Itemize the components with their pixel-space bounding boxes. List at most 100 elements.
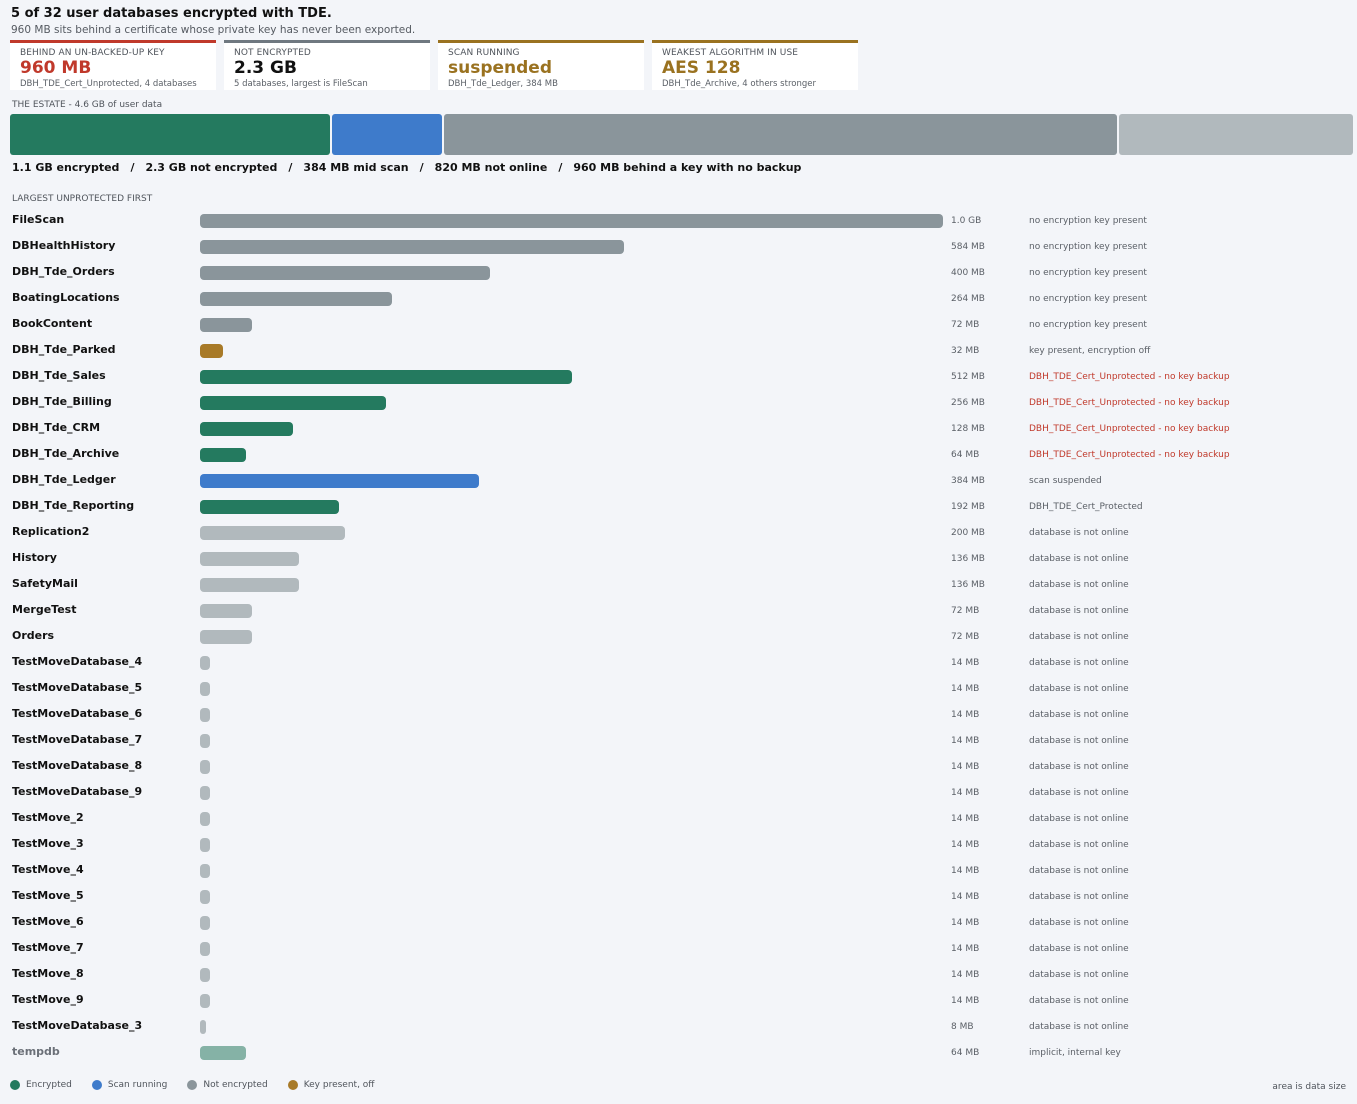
database-size: 14 MB	[951, 710, 980, 720]
database-name: DBH_Tde_CRM	[12, 421, 101, 434]
database-row: MergeTest 72 MB database is not online	[0, 598, 1357, 624]
summary-separator: /	[558, 161, 563, 174]
database-name: DBH_Tde_Reporting	[12, 499, 135, 512]
database-size-bar	[200, 240, 624, 254]
database-note: database is not online	[1029, 658, 1129, 668]
estate-segment-not-online	[1118, 114, 1353, 155]
database-size: 14 MB	[951, 944, 980, 954]
database-size-bar	[200, 448, 247, 462]
database-size: 400 MB	[951, 268, 985, 278]
database-size: 1.0 GB	[951, 216, 982, 226]
legend-label: Scan running	[107, 1080, 168, 1090]
database-size: 264 MB	[951, 294, 985, 304]
database-name: BoatingLocations	[12, 291, 120, 304]
database-note: database is not online	[1029, 970, 1129, 980]
database-size: 14 MB	[951, 658, 980, 668]
database-note: database is not online	[1029, 1022, 1129, 1032]
database-size-bar	[200, 1020, 206, 1034]
database-row: DBH_Tde_Reporting 192 MB DBH_TDE_Cert_Prot…	[0, 494, 1357, 520]
database-row: TestMove_2 14 MB database is not online	[0, 806, 1357, 832]
page-subtitle: 960 MB sits behind a certificate whose p…	[11, 24, 416, 36]
database-size: 14 MB	[951, 970, 980, 980]
database-name: TestMoveDatabase_4	[12, 655, 143, 668]
database-note: scan suspended	[1029, 476, 1102, 486]
database-size-bar	[200, 500, 340, 514]
database-note: database is not online	[1029, 606, 1129, 616]
database-name: DBH_Tde_Parked	[12, 343, 116, 356]
legend-label: Key present, off	[303, 1080, 375, 1090]
database-size-bar	[200, 630, 253, 644]
database-note: database is not online	[1029, 788, 1129, 798]
legend-label: Not encrypted	[203, 1080, 268, 1090]
database-row: TestMoveDatabase_3 8 MB database is not on…	[0, 1014, 1357, 1040]
database-size-bar	[200, 422, 293, 436]
database-name: TestMoveDatabase_8	[12, 759, 143, 772]
card-label: NOT ENCRYPTED	[234, 48, 311, 58]
estate-segment-encrypted	[10, 114, 331, 155]
database-row: DBH_Tde_CRM 128 MB DBH_TDE_Cert_Unprotecte…	[0, 416, 1357, 442]
database-name: FileScan	[12, 213, 65, 226]
card-label: SCAN RUNNING	[448, 48, 520, 58]
database-size: 14 MB	[951, 892, 980, 902]
database-row: TestMoveDatabase_6 14 MB database is not o…	[0, 702, 1357, 728]
database-name: TestMove_4	[12, 863, 84, 876]
database-name: DBH_Tde_Ledger	[12, 473, 116, 486]
card-label: WEAKEST ALGORITHM IN USE	[662, 48, 799, 58]
database-note: database is not online	[1029, 528, 1129, 538]
database-list: FileScan 1.0 GB no encryption key present D…	[0, 208, 1357, 1066]
database-size-bar	[200, 682, 211, 696]
database-size-bar	[200, 916, 211, 930]
card-scan-running: SCAN RUNNING suspended DBH_Tde_Ledger, 3…	[438, 40, 644, 90]
database-name: MergeTest	[12, 603, 77, 616]
database-row: TestMove_7 14 MB database is not online	[0, 936, 1357, 962]
estate-segment-not-encrypted	[444, 114, 1117, 155]
database-size: 584 MB	[951, 242, 985, 252]
database-size-bar	[200, 266, 491, 280]
database-size-bar	[200, 864, 211, 878]
database-note: no encryption key present	[1029, 294, 1147, 304]
database-size-bar	[200, 942, 211, 956]
database-name: TestMoveDatabase_7	[12, 733, 143, 746]
database-name: DBH_Tde_Billing	[12, 395, 112, 408]
database-size: 14 MB	[951, 996, 980, 1006]
database-size-bar	[200, 578, 299, 592]
database-size: 14 MB	[951, 814, 980, 824]
card-detail: DBH_TDE_Cert_Unprotected, 4 databases	[20, 79, 197, 89]
database-row: DBH_Tde_Ledger 384 MB scan suspended	[0, 468, 1357, 494]
database-size-bar	[200, 968, 211, 982]
database-note: no encryption key present	[1029, 320, 1147, 330]
card-detail: DBH_Tde_Ledger, 384 MB	[448, 79, 558, 89]
database-size-bar	[200, 734, 211, 748]
database-note: database is not online	[1029, 710, 1129, 720]
database-note: database is not online	[1029, 554, 1129, 564]
database-size-bar	[200, 396, 386, 410]
database-row: TestMoveDatabase_7 14 MB database is not o…	[0, 728, 1357, 754]
database-row: TestMoveDatabase_5 14 MB database is not o…	[0, 676, 1357, 702]
estate-bar	[10, 114, 1353, 155]
database-size: 72 MB	[951, 606, 980, 616]
database-row: TestMoveDatabase_8 14 MB database is not o…	[0, 754, 1357, 780]
estate-label: THE ESTATE - 4.6 GB of user data	[12, 100, 163, 110]
legend-item: Scan running	[91, 1080, 168, 1090]
database-size: 64 MB	[951, 450, 980, 460]
legend-item: Encrypted	[10, 1080, 72, 1090]
database-size: 72 MB	[951, 320, 980, 330]
database-row: TestMove_4 14 MB database is not online	[0, 858, 1357, 884]
database-size-bar	[200, 994, 211, 1008]
database-name: History	[12, 551, 57, 564]
legend-item: Not encrypted	[187, 1080, 268, 1090]
legend-item: Key present, off	[287, 1080, 375, 1090]
database-size: 8 MB	[951, 1022, 974, 1032]
database-name: Orders	[12, 629, 55, 642]
scale-note: area is data size	[1272, 1082, 1346, 1092]
database-size: 14 MB	[951, 762, 980, 772]
database-size-bar	[200, 318, 253, 332]
database-size-bar	[200, 526, 346, 540]
database-name: Replication2	[12, 525, 90, 538]
card-value: 2.3 GB	[234, 58, 297, 78]
database-name: TestMove_7	[12, 941, 84, 954]
database-row: TestMove_3 14 MB database is not online	[0, 832, 1357, 858]
card-label: BEHIND AN UN-BACKED-UP KEY	[20, 48, 165, 58]
database-size: 14 MB	[951, 736, 980, 746]
database-name: SafetyMail	[12, 577, 78, 590]
